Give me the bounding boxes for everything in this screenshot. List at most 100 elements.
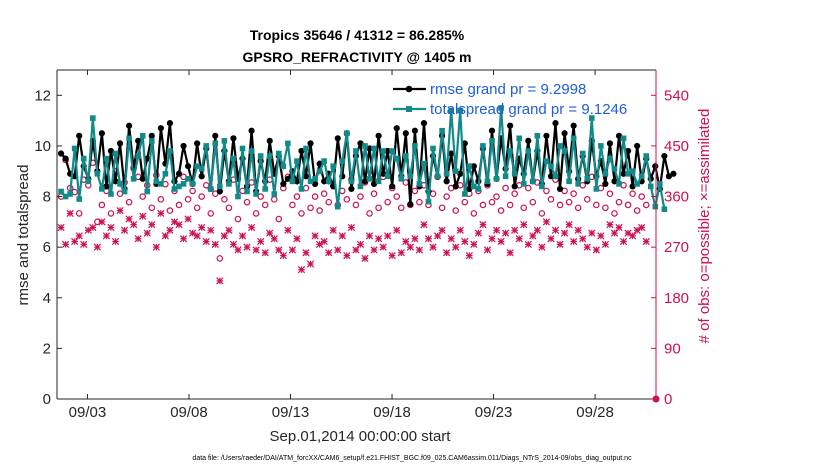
spread-point <box>366 176 373 182</box>
obs-assimilated-point <box>388 251 396 260</box>
y2-tick-label: 90 <box>664 340 681 357</box>
spread-point <box>226 181 232 187</box>
rmse-point <box>284 175 291 182</box>
rmse-point <box>112 178 119 185</box>
obs-possible-point <box>375 204 382 212</box>
obs-assimilated-point <box>302 249 310 257</box>
spread-point <box>285 140 291 147</box>
obs-assimilated-point <box>452 243 460 251</box>
spread-point <box>457 107 464 114</box>
obs-possible-point <box>98 201 106 209</box>
y2-tick-label: 270 <box>664 239 689 256</box>
obs-assimilated-point <box>533 226 541 234</box>
spread-point <box>380 148 386 154</box>
rmse-point <box>370 180 378 187</box>
spread-point <box>312 176 318 182</box>
rmse-point <box>561 130 568 137</box>
spread-point <box>67 191 73 197</box>
obs-possible-point <box>570 190 577 198</box>
obs-assimilated-point <box>125 215 133 223</box>
y2-tick-label: 540 <box>664 87 689 104</box>
spread-point <box>393 155 400 162</box>
obs-assimilated-point <box>420 221 428 229</box>
spread-point <box>484 178 491 185</box>
rmse-point <box>76 132 83 139</box>
spread-point <box>185 176 191 182</box>
spread-point <box>461 191 468 197</box>
spread-point <box>657 181 663 187</box>
spread-point <box>616 181 622 187</box>
obs-assimilated-point <box>597 232 605 240</box>
spread-point <box>167 148 173 154</box>
spread-point <box>180 181 187 187</box>
obs-possible-point <box>357 193 364 200</box>
obs-assimilated-point <box>198 223 206 232</box>
obs-possible-point <box>602 204 609 212</box>
obs-possible-point <box>320 190 328 198</box>
obs-assimilated-point <box>243 243 251 251</box>
obs-possible-point <box>565 198 573 206</box>
obs-assimilated-point <box>470 240 478 248</box>
spread-point <box>253 191 259 197</box>
obs-possible-point <box>298 210 305 217</box>
obs-assimilated-point <box>66 209 74 218</box>
obs-possible-point <box>207 210 215 217</box>
obs-assimilated-point <box>225 226 233 234</box>
obs-possible-point <box>461 198 469 206</box>
obs-possible-point <box>488 198 496 206</box>
spread-point <box>443 170 450 177</box>
spread-point <box>620 135 627 142</box>
obs-possible-point <box>393 193 401 200</box>
obs-possible-point <box>234 215 242 223</box>
spread-point <box>480 143 486 149</box>
obs-possible-point <box>511 190 518 198</box>
obs-assimilated-point <box>116 206 124 215</box>
rmse-point <box>212 132 219 139</box>
spread-point <box>579 150 586 157</box>
rmse-point <box>443 178 450 185</box>
obs-assimilated-point <box>542 218 551 226</box>
obs-possible-point <box>289 201 296 209</box>
obs-possible-point <box>216 255 224 262</box>
obs-assimilated-point <box>306 260 315 268</box>
obs-possible-point <box>293 193 301 200</box>
obs-assimilated-point <box>329 226 337 234</box>
rmse-point <box>461 140 468 147</box>
obs-assimilated-point <box>279 251 287 260</box>
spread-point <box>217 183 223 190</box>
obs-assimilated-point <box>320 237 328 246</box>
y-tick-label: 12 <box>34 87 51 104</box>
rmse-point <box>507 122 514 129</box>
spread-point <box>371 145 377 152</box>
spread-point <box>62 193 69 200</box>
spread-point <box>239 145 246 152</box>
spread-point <box>108 191 114 197</box>
spread-point <box>316 168 323 175</box>
obs-assimilated-point <box>520 221 528 229</box>
obs-possible-point <box>416 198 423 206</box>
obs-assimilated-point <box>628 232 637 240</box>
spread-point <box>520 181 527 187</box>
obs-possible-point <box>574 204 582 212</box>
x-tick-label: 09/13 <box>272 404 310 421</box>
obs-possible-point <box>384 198 391 206</box>
x-tick-label: 09/03 <box>69 404 107 421</box>
obs-assimilated-point <box>257 237 265 246</box>
rmse-point <box>366 145 373 152</box>
obs-assimilated-point <box>193 232 201 240</box>
spread-point <box>452 168 459 175</box>
legend: rmse grand pr = 9.2998 totalspread grand … <box>393 81 627 118</box>
spread-point <box>275 150 282 157</box>
spread-point <box>357 183 364 190</box>
obs-assimilated-point <box>538 243 546 251</box>
spread-point <box>303 145 309 152</box>
obs-assimilated-point <box>111 237 120 246</box>
spread-point <box>416 181 423 187</box>
spread-point <box>194 163 200 169</box>
obs-assimilated-point <box>379 243 387 251</box>
rmse-point <box>547 173 555 180</box>
rmse-point <box>606 140 614 147</box>
obs-assimilated-point <box>356 240 365 248</box>
obs-assimilated-point <box>588 229 596 237</box>
obs-possible-point <box>252 210 260 217</box>
